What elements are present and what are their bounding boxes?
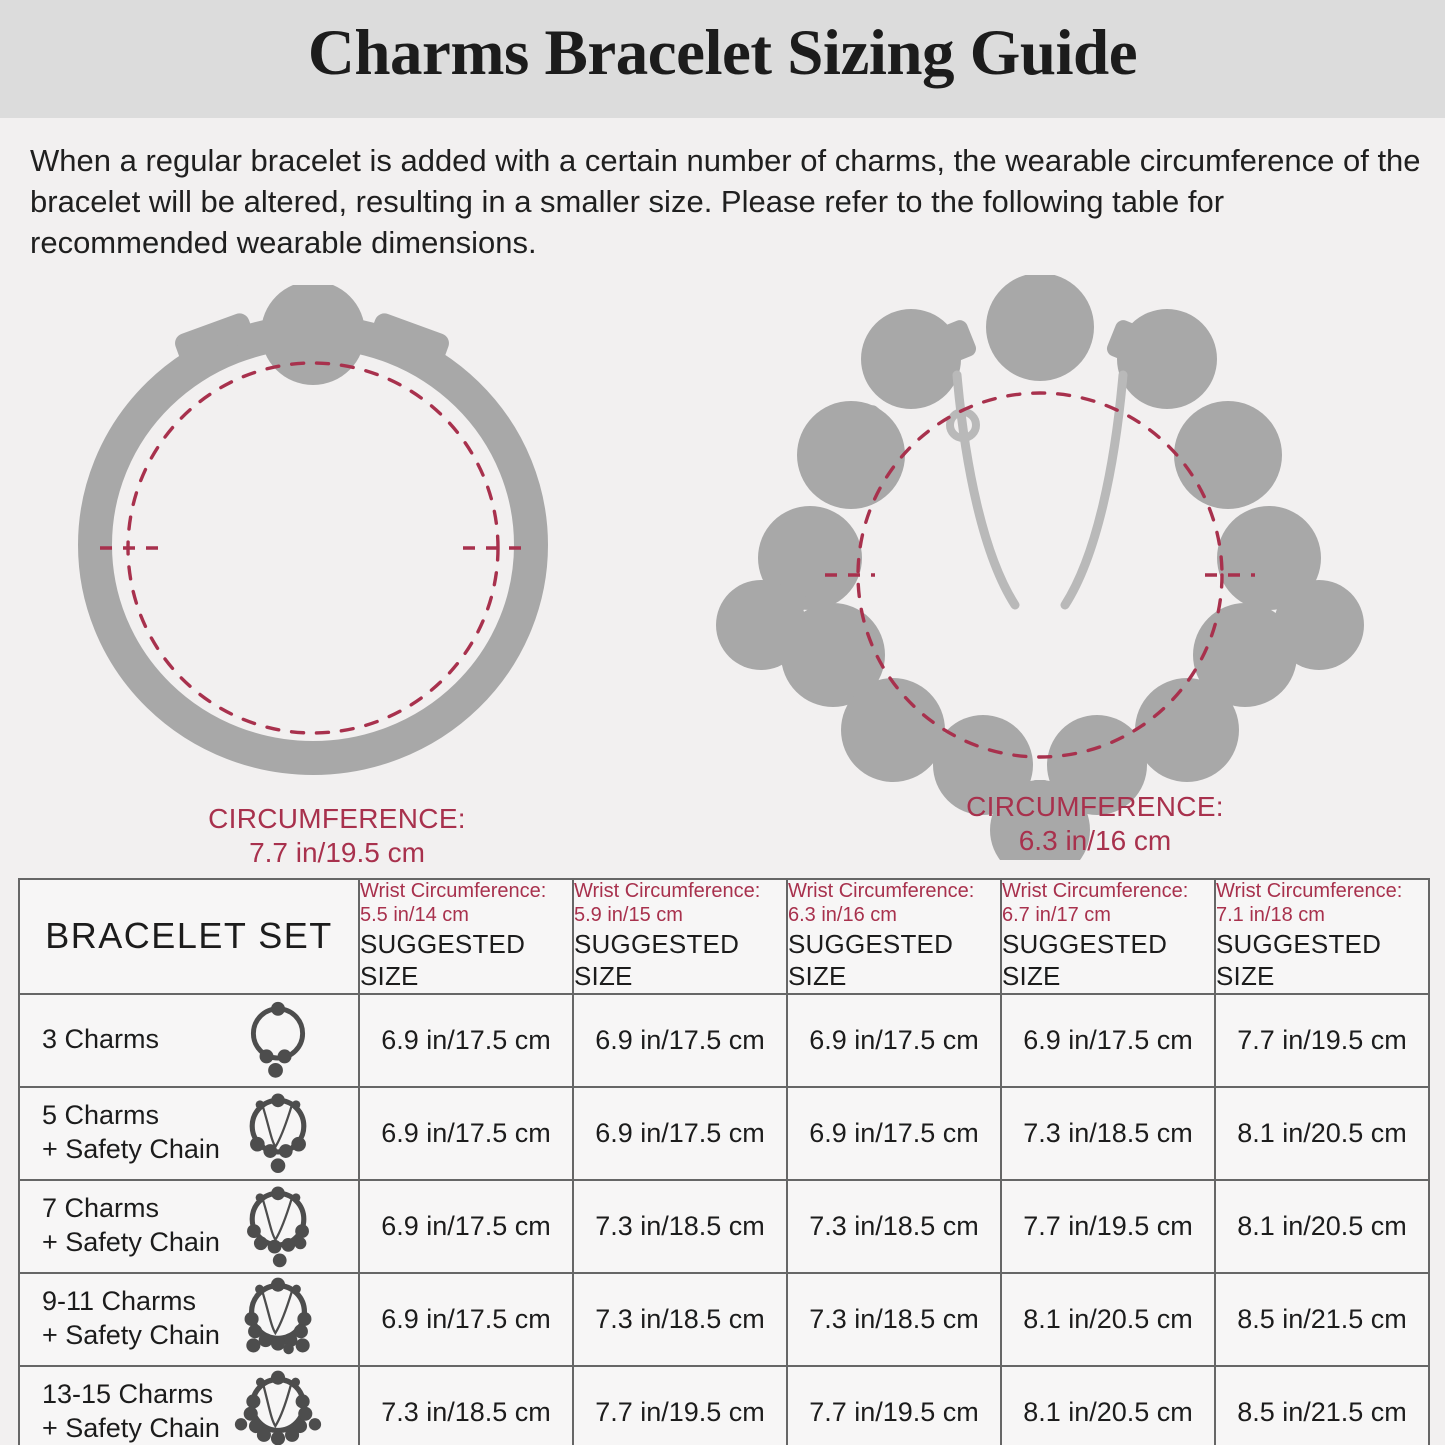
bracelet-7-charms-icon bbox=[232, 1182, 324, 1270]
wrist-value-4: 6.7 in/17 cm bbox=[1002, 903, 1111, 926]
size-value: 6.9 in/17.5 cm bbox=[358, 1085, 574, 1181]
row-label-line1: 9-11 Charms bbox=[42, 1286, 197, 1317]
row-label-line1: 7 Charms bbox=[42, 1193, 160, 1224]
size-value: 6.9 in/17.5 cm bbox=[572, 992, 788, 1088]
suggested-size-1: SUGGESTED SIZE bbox=[360, 929, 526, 991]
page-title: Charms Bracelet Sizing Guide bbox=[307, 17, 1138, 89]
size-value: 7.7 in/19.5 cm bbox=[786, 1364, 1002, 1445]
left-circumference-value: 7.7 in/19.5 cm bbox=[249, 837, 425, 869]
size-value: 7.3 in/18.5 cm bbox=[572, 1178, 788, 1274]
header-band bbox=[0, 0, 1445, 118]
wrist-value-3: 6.3 in/16 cm bbox=[788, 903, 897, 926]
column-header-wrist-3: Wrist Circumference: 6.3 in/16 cm SUGGEST… bbox=[786, 878, 1002, 995]
row-label-line1: 5 Charms bbox=[42, 1100, 160, 1131]
wrist-prefix-5: Wrist Circumference: bbox=[1216, 880, 1403, 902]
size-value: 7.3 in/18.5 cm bbox=[358, 1364, 574, 1445]
bracelet-9-11-charms-icon bbox=[232, 1275, 324, 1363]
wrist-value-1: 5.5 in/14 cm bbox=[360, 903, 469, 926]
size-value: 7.7 in/19.5 cm bbox=[572, 1364, 788, 1445]
wrist-prefix-1: Wrist Circumference: bbox=[360, 880, 547, 902]
table-row: 3 Charms bbox=[18, 992, 1430, 1088]
column-header-wrist-1: Wrist Circumference: 5.5 in/14 cm SUGGEST… bbox=[358, 878, 574, 995]
size-value: 7.7 in/19.5 cm bbox=[1000, 1178, 1216, 1274]
size-value: 8.5 in/21.5 cm bbox=[1214, 1271, 1430, 1367]
sizing-table: BRACELET SET Wrist Circumference: 5.5 in/… bbox=[18, 878, 1430, 1445]
row-label-cell: 9-11 Charms + Safety Chain bbox=[18, 1271, 360, 1367]
size-value: 7.3 in/18.5 cm bbox=[786, 1178, 1002, 1274]
left-circumference-label: CIRCUMFERENCE: 7.7 in/19.5 cm bbox=[137, 802, 537, 870]
wrist-value-5: 7.1 in/18 cm bbox=[1216, 903, 1325, 926]
size-value: 6.9 in/17.5 cm bbox=[358, 1178, 574, 1274]
table-row: 9-11 Charms + Safety Chain bbox=[18, 1271, 1430, 1367]
size-value: 6.9 in/17.5 cm bbox=[786, 992, 1002, 1088]
suggested-size-3: SUGGESTED SIZE bbox=[788, 929, 954, 991]
table-row: 5 Charms + Safety Chain bbox=[18, 1085, 1430, 1181]
size-value: 8.1 in/20.5 cm bbox=[1214, 1178, 1430, 1274]
right-circumference-value: 6.3 in/16 cm bbox=[1018, 825, 1172, 857]
right-circumference-label: CIRCUMFERENCE: 6.3 in/16 cm bbox=[900, 790, 1290, 858]
bracelet-13-15-charms-icon bbox=[232, 1368, 324, 1445]
size-value: 7.3 in/18.5 cm bbox=[1000, 1085, 1216, 1181]
bracelet-5-charms-icon bbox=[232, 1089, 324, 1177]
size-value: 6.9 in/17.5 cm bbox=[358, 1271, 574, 1367]
wrist-prefix-4: Wrist Circumference: bbox=[1002, 880, 1189, 902]
size-value: 8.1 in/20.5 cm bbox=[1214, 1085, 1430, 1181]
wrist-prefix-3: Wrist Circumference: bbox=[788, 880, 975, 902]
intro-paragraph: When a regular bracelet is added with a … bbox=[30, 143, 1421, 261]
table-row: 13-15 Charms + Safety Chain bbox=[18, 1364, 1430, 1445]
illustrations: CIRCUMFERENCE: 7.7 in/19.5 cm bbox=[0, 275, 1445, 868]
row-label-line2: + Safety Chain bbox=[42, 1320, 220, 1351]
row-label-line2: + Safety Chain bbox=[42, 1413, 220, 1444]
suggested-size-4: SUGGESTED SIZE bbox=[1002, 929, 1168, 991]
table-header-row: BRACELET SET Wrist Circumference: 5.5 in/… bbox=[18, 878, 1430, 995]
size-value: 6.9 in/17.5 cm bbox=[572, 1085, 788, 1181]
size-value: 7.3 in/18.5 cm bbox=[786, 1271, 1002, 1367]
wrist-value-2: 5.9 in/15 cm bbox=[574, 903, 683, 926]
size-value: 7.7 in/19.5 cm bbox=[1214, 992, 1430, 1088]
bracelet-3-charms-icon bbox=[232, 996, 324, 1084]
size-value: 8.1 in/20.5 cm bbox=[1000, 1271, 1216, 1367]
table-row: 7 Charms + Safety Chain bbox=[18, 1178, 1430, 1274]
column-header-wrist-4: Wrist Circumference: 6.7 in/17 cm SUGGEST… bbox=[1000, 878, 1216, 995]
row-label-cell: 7 Charms + Safety Chain bbox=[18, 1178, 360, 1274]
size-value: 6.9 in/17.5 cm bbox=[358, 992, 574, 1088]
size-value: 6.9 in/17.5 cm bbox=[786, 1085, 1002, 1181]
row-label-cell: 3 Charms bbox=[18, 992, 360, 1088]
right-circumference-caption: CIRCUMFERENCE: bbox=[966, 791, 1224, 822]
suggested-size-2: SUGGESTED SIZE bbox=[574, 929, 740, 991]
size-value: 8.1 in/20.5 cm bbox=[1000, 1364, 1216, 1445]
column-header-bracelet-set: BRACELET SET bbox=[18, 878, 360, 995]
row-label-line2: + Safety Chain bbox=[42, 1227, 220, 1258]
plain-bracelet-diagram bbox=[78, 285, 548, 775]
column-header-wrist-2: Wrist Circumference: 5.9 in/15 cm SUGGEST… bbox=[572, 878, 788, 995]
size-value: 6.9 in/17.5 cm bbox=[1000, 992, 1216, 1088]
row-label-cell: 13-15 Charms + Safety Chain bbox=[18, 1364, 360, 1445]
row-label-line1: 13-15 Charms bbox=[42, 1379, 214, 1410]
left-circumference-caption: CIRCUMFERENCE: bbox=[208, 803, 466, 834]
column-header-wrist-5: Wrist Circumference: 7.1 in/18 cm SUGGEST… bbox=[1214, 878, 1430, 995]
wrist-prefix-2: Wrist Circumference: bbox=[574, 880, 761, 902]
row-label-cell: 5 Charms + Safety Chain bbox=[18, 1085, 360, 1181]
suggested-size-5: SUGGESTED SIZE bbox=[1216, 929, 1382, 991]
charm-bracelet-diagram bbox=[716, 275, 1364, 860]
row-label-line1: 3 Charms bbox=[42, 1024, 160, 1055]
size-value: 7.3 in/18.5 cm bbox=[572, 1271, 788, 1367]
row-label-line2: + Safety Chain bbox=[42, 1134, 220, 1165]
size-value: 8.5 in/21.5 cm bbox=[1214, 1364, 1430, 1445]
